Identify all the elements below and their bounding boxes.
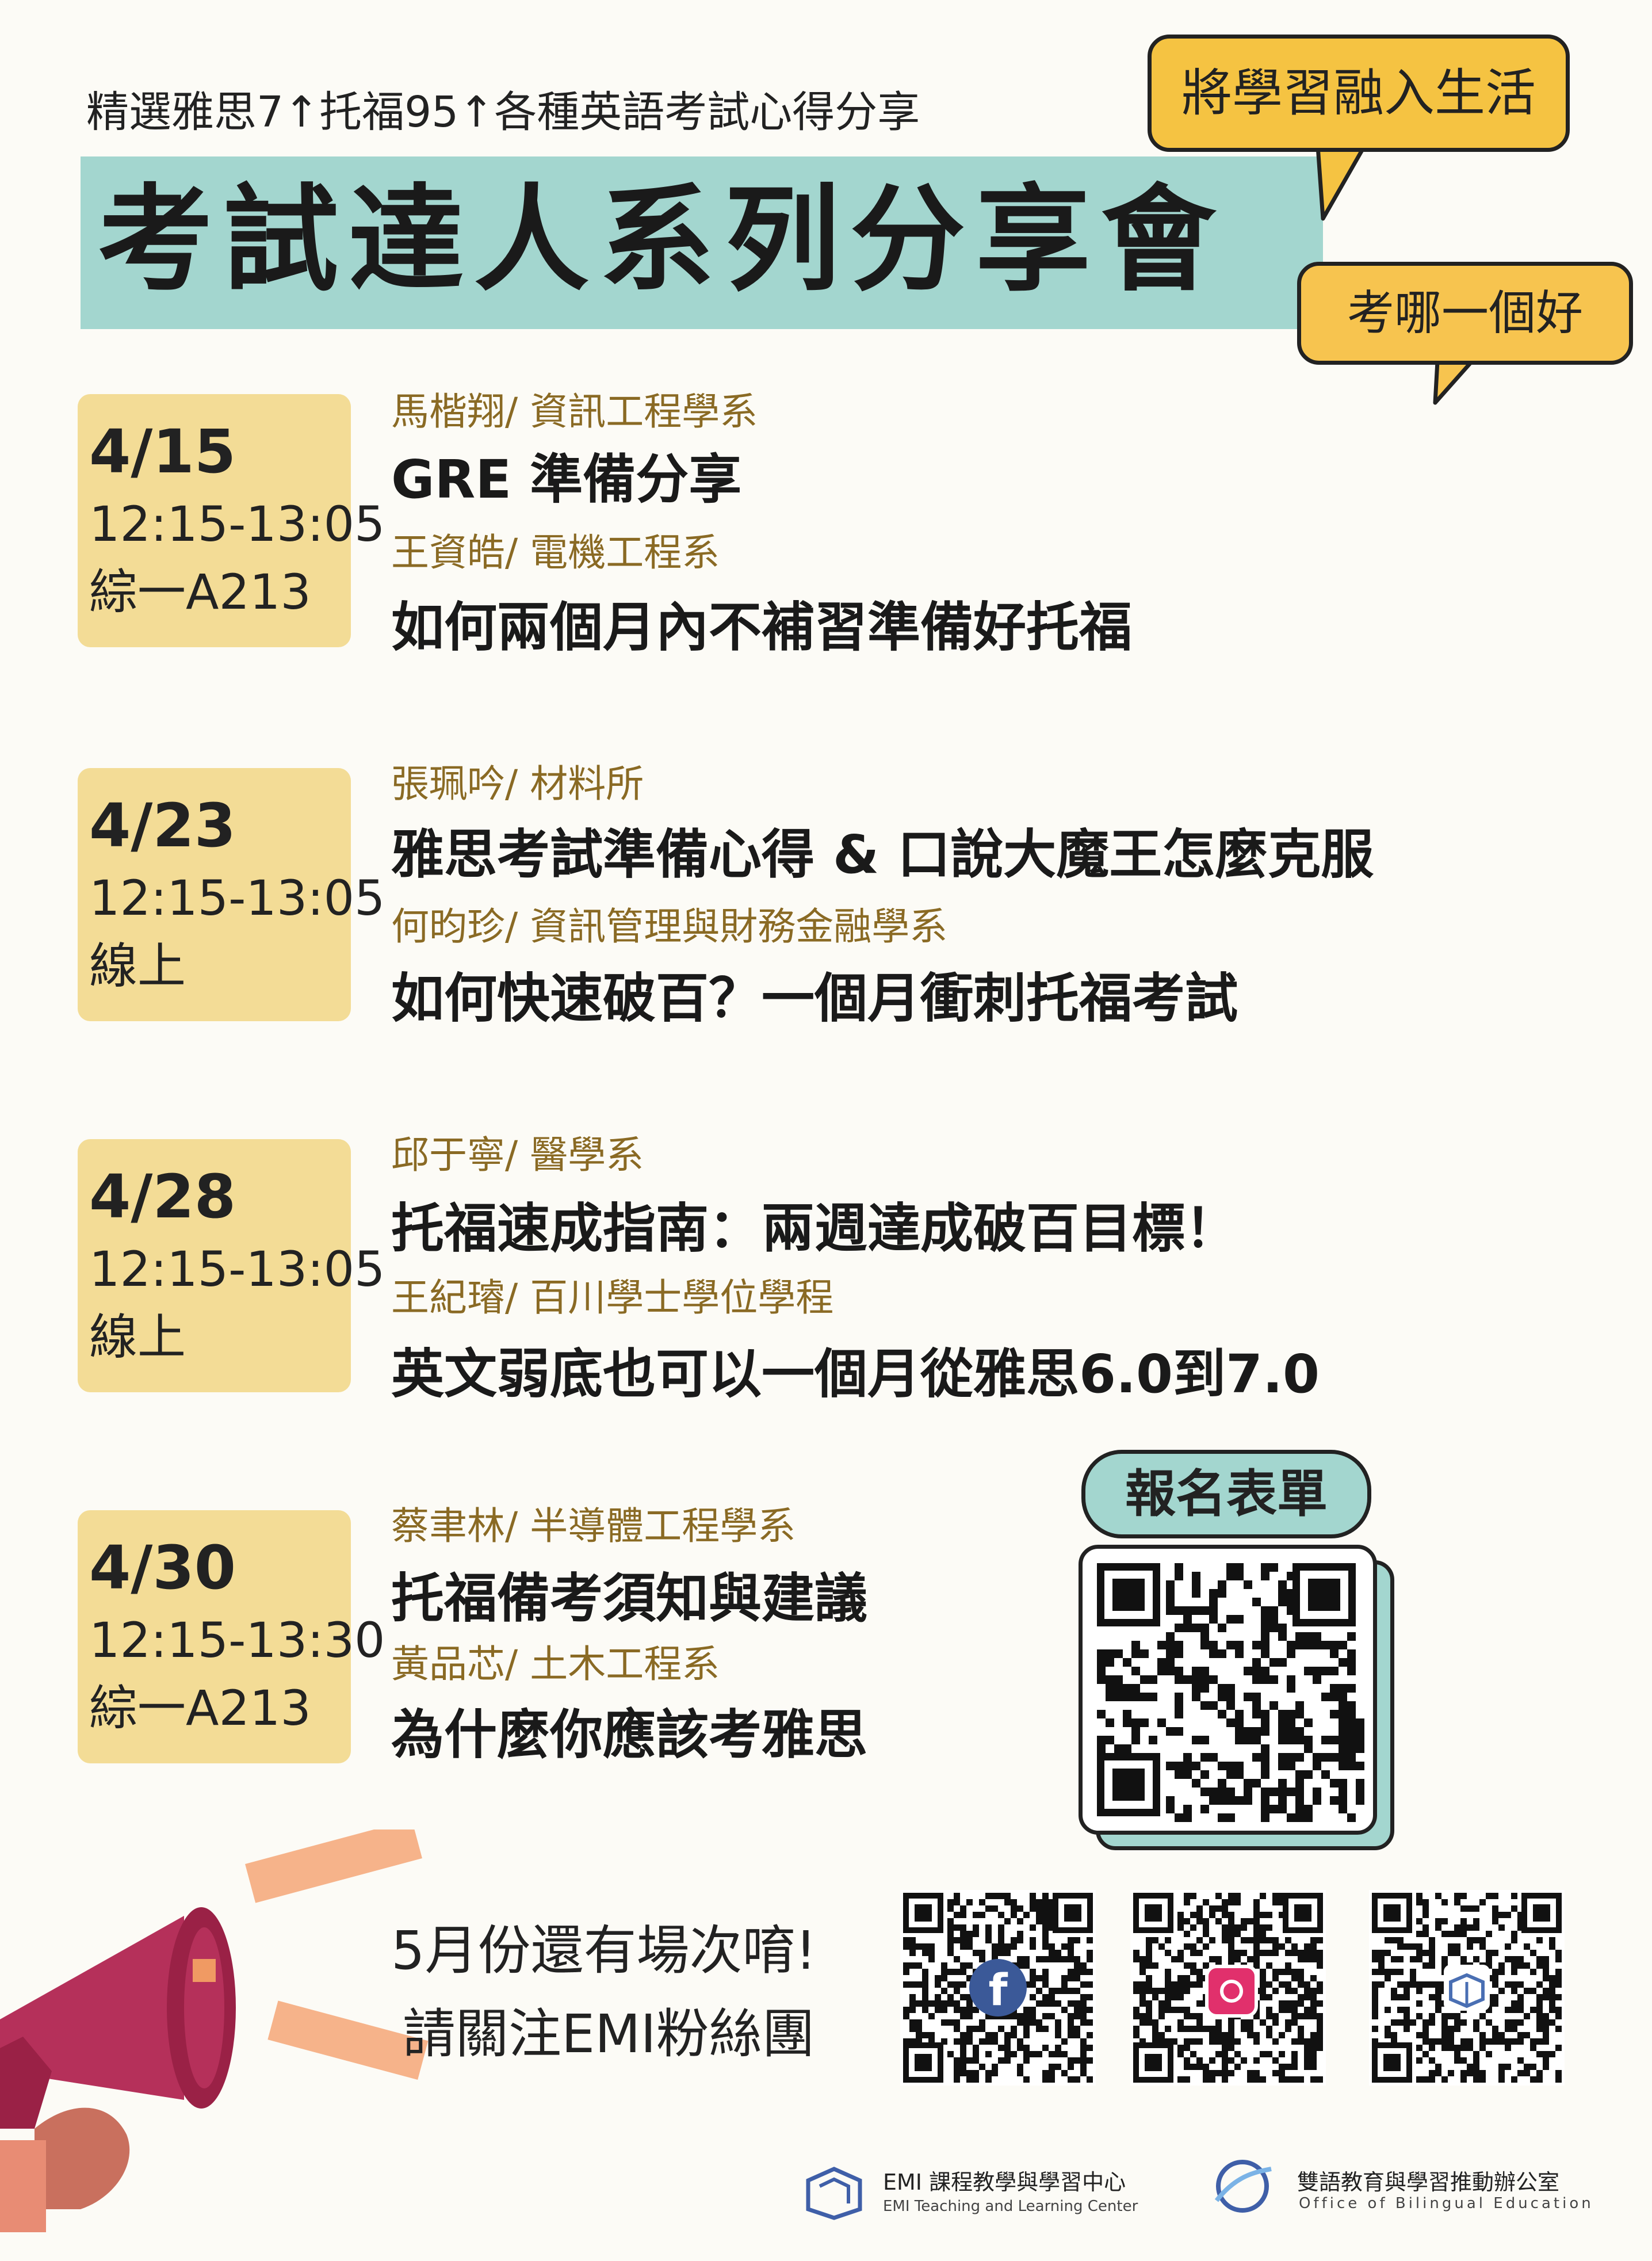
obe-subtitle: Office of Bilingual Education bbox=[1299, 2195, 1594, 2212]
speaker-name: 馬楷翔/ 資訊工程學系 bbox=[391, 389, 758, 434]
session-date-box: 4/28 12:15-13:05 線上 bbox=[78, 1139, 385, 1392]
obe-logo-icon bbox=[1214, 2160, 1272, 2213]
facebook-qr-code[interactable] bbox=[900, 1890, 1096, 2086]
talk-title: 英文弱底也可以一個月從雅思6.0到7.0 bbox=[391, 1343, 1320, 1405]
registration-form-label[interactable]: 報名表單 bbox=[1081, 1450, 1371, 1538]
emi-center-logo-icon bbox=[806, 2167, 862, 2220]
session-date: 4/30 bbox=[89, 1533, 236, 1603]
instagram-qr[interactable] bbox=[1130, 1890, 1326, 2086]
emi-center-subtitle: EMI Teaching and Learning Center bbox=[883, 2198, 1138, 2215]
speaker-name: 何昀珍/ 資訊管理與財務金融學系 bbox=[391, 904, 948, 949]
talk-title: 托福速成指南：兩週達成破百目標！ bbox=[391, 1198, 1238, 1259]
instagram-icon bbox=[1205, 1965, 1258, 2018]
talk-title: 如何快速破百？一個月衝刺托福考試 bbox=[391, 968, 1238, 1029]
title-band bbox=[81, 156, 1323, 329]
session-date: 4/15 bbox=[89, 417, 236, 487]
session-place: 線上 bbox=[89, 938, 186, 994]
megaphone-illustration bbox=[0, 1830, 429, 2232]
session-place: 綜一A213 bbox=[89, 1680, 311, 1736]
facebook-icon: f bbox=[969, 1959, 1027, 2016]
session-time: 12:15-13:05 bbox=[89, 496, 385, 552]
session-date: 4/28 bbox=[89, 1162, 236, 1232]
speaker-name: 邱于寧/ 醫學系 bbox=[391, 1133, 644, 1177]
speaker-name: 王紀璿/ 百川學士學位學程 bbox=[391, 1275, 834, 1320]
talk-title: 托福備考須知與建議 bbox=[391, 1568, 868, 1629]
emi-qr[interactable] bbox=[1369, 1890, 1565, 2086]
session-date-box: 4/23 12:15-13:05 線上 bbox=[78, 768, 385, 1021]
event-subtitle: 精選雅思7↑托福95↑各種英語考試心得分享 bbox=[86, 87, 920, 137]
emi-center-name: EMI 課程教學與學習中心 bbox=[883, 2170, 1126, 2195]
emi-logo-icon bbox=[1444, 1965, 1490, 2011]
registration-qr-code[interactable] bbox=[1083, 1549, 1373, 1831]
promo-line-1: 5月份還有場次唷! bbox=[391, 1920, 817, 1981]
session-date-box: 4/30 12:15-13:30 綜一A213 bbox=[78, 1510, 385, 1763]
facebook-qr[interactable]: f bbox=[900, 1890, 1096, 2086]
speaker-name: 蔡聿林/ 半導體工程學系 bbox=[391, 1504, 796, 1548]
event-title: 考試達人系列分享會 bbox=[98, 173, 1227, 307]
speaker-name: 黃品芯/ 土木工程系 bbox=[391, 1642, 720, 1686]
talk-title: 如何兩個月內不補習準備好托福 bbox=[391, 597, 1133, 658]
session-place: 綜一A213 bbox=[89, 564, 311, 620]
registration-qr-card[interactable] bbox=[1079, 1545, 1377, 1835]
promo-line-2: 請關注EMI粉絲團 bbox=[403, 2003, 815, 2065]
session-time: 12:15-13:05 bbox=[89, 1241, 385, 1297]
speech-bubble-secondary: 考哪一個好 bbox=[1297, 262, 1633, 365]
speech-bubble-main: 將學習融入生活 bbox=[1148, 35, 1570, 152]
session-time: 12:15-13:05 bbox=[89, 870, 385, 926]
talk-title: 雅思考試準備心得 & 口說大魔王怎麼克服 bbox=[391, 824, 1374, 885]
talk-title: GRE 準備分享 bbox=[391, 449, 742, 510]
speaker-name: 王資皓/ 電機工程系 bbox=[391, 530, 720, 575]
session-date: 4/23 bbox=[89, 790, 236, 861]
session-date-box: 4/15 12:15-13:05 綜一A213 bbox=[78, 394, 385, 647]
session-time: 12:15-13:30 bbox=[89, 1612, 385, 1668]
session-place: 線上 bbox=[89, 1309, 186, 1365]
talk-title: 為什麼你應該考雅思 bbox=[391, 1704, 868, 1766]
instagram-qr-code[interactable] bbox=[1130, 1890, 1326, 2086]
speaker-name: 張珮吟/ 材料所 bbox=[391, 762, 644, 806]
obe-name: 雙語教育與學習推動辦公室 bbox=[1297, 2170, 1560, 2195]
